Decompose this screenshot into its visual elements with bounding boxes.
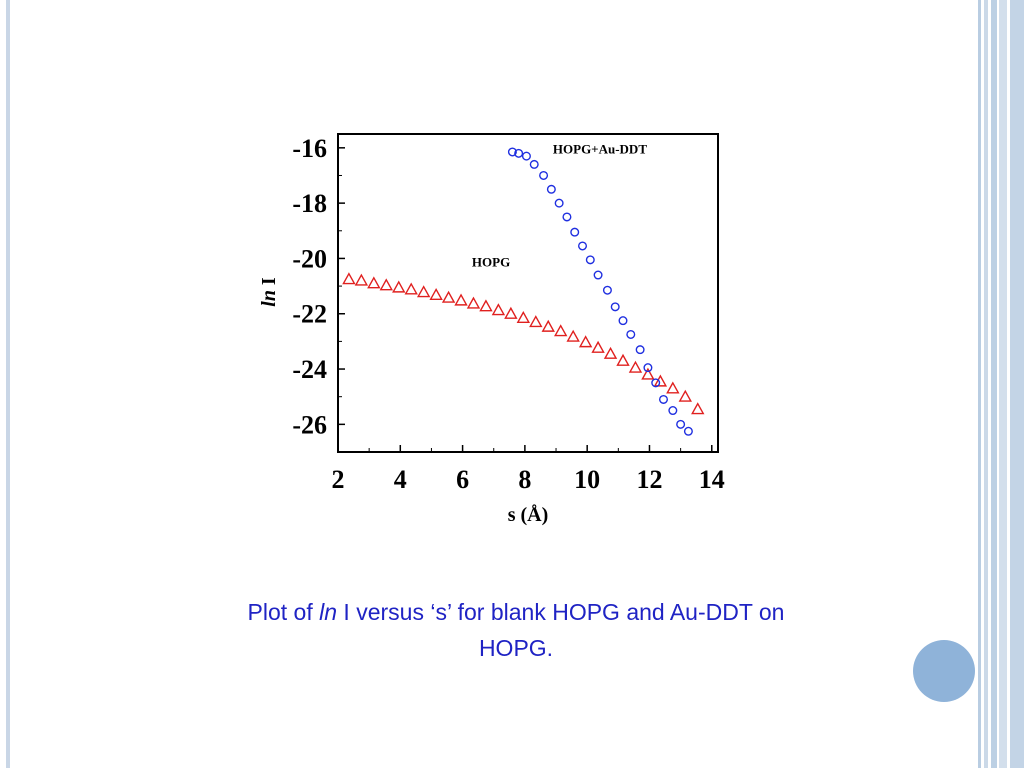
data-point-triangle (641, 367, 655, 380)
data-point-circle (578, 241, 588, 251)
data-point-triangle (616, 353, 630, 366)
data-point-triangle (678, 389, 692, 402)
data-point-circle (514, 148, 524, 158)
x-tick-label: 14 (699, 465, 725, 494)
data-point-triangle (354, 273, 369, 286)
data-point-triangle (653, 374, 668, 387)
annotation-hopg-au-ddt: HOPG+Au-DDT (553, 141, 647, 156)
caption-ln: ln (319, 599, 338, 625)
data-point-circle (683, 426, 693, 436)
x-tick-label: 4 (394, 465, 407, 494)
data-point-circle (529, 159, 539, 169)
x-axis-label: s (Å) (508, 503, 549, 526)
data-point-triangle (628, 360, 643, 373)
data-point-triangle (404, 282, 418, 295)
data-point-triangle (578, 335, 593, 348)
data-point-circle (539, 170, 549, 180)
data-point-circle (507, 147, 517, 157)
data-point-triangle (666, 381, 680, 394)
left-border-rule (6, 0, 10, 768)
data-point-triangle (554, 324, 568, 337)
data-point-triangle (691, 402, 705, 415)
x-tick-label: 2 (332, 465, 345, 494)
x-tick-label: 10 (574, 465, 600, 494)
figure-caption: Plot of ln I versus ‘s’ for blank HOPG a… (214, 594, 818, 666)
right-decor-stripe (1010, 0, 1024, 768)
data-point-triangle (367, 276, 381, 289)
data-point-triangle (491, 303, 506, 316)
data-point-triangle (392, 280, 406, 293)
data-point-circle (554, 198, 564, 208)
data-point-circle (626, 329, 636, 339)
right-decor-stripe (991, 0, 997, 768)
data-point-circle (643, 363, 653, 373)
data-point-circle (618, 316, 628, 326)
data-point-triangle (479, 299, 493, 312)
x-axis: 2 4 6 8 10 12 14 (332, 445, 725, 494)
data-point-triangle (466, 296, 481, 309)
data-point-triangle (504, 306, 518, 319)
data-point-triangle (416, 285, 431, 298)
data-point-circle (585, 255, 595, 265)
decorative-circle (913, 640, 975, 702)
x-tick-label: 6 (456, 465, 469, 494)
data-point-triangle (591, 340, 605, 353)
caption-rest: I versus ‘s’ for blank HOPG and Au-DDT o… (337, 599, 785, 661)
data-point-circle (658, 394, 668, 404)
y-tick-label: -22 (292, 300, 327, 329)
data-point-triangle (429, 287, 443, 301)
data-point-triangle (342, 272, 356, 285)
right-decor-stripe (999, 0, 1007, 768)
y-tick-label: -24 (292, 355, 327, 384)
series-hopg-au-ddt (507, 147, 693, 436)
data-point-triangle (541, 319, 555, 332)
y-axis-label: ln I (258, 277, 280, 307)
x-tick-label: 8 (518, 465, 531, 494)
data-point-triangle (454, 293, 468, 306)
data-point-circle (676, 419, 686, 429)
data-point-circle (521, 151, 531, 161)
data-point-circle (546, 184, 556, 194)
data-point-triangle (441, 290, 456, 303)
caption-prefix: Plot of (247, 599, 320, 625)
data-point-triangle (529, 315, 543, 328)
data-point-triangle (603, 346, 618, 359)
data-point-triangle (516, 310, 531, 323)
data-point-circle (593, 270, 603, 280)
x-tick-label: 12 (636, 465, 662, 494)
series-hopg (342, 272, 705, 415)
right-decor-stripe (984, 0, 988, 768)
data-point-circle (562, 212, 572, 222)
data-point-triangle (566, 329, 580, 342)
data-point-triangle (379, 278, 393, 291)
plot-frame (337, 133, 719, 453)
annotation-hopg: HOPG (472, 255, 510, 270)
y-axis-label-ln: ln (258, 290, 280, 307)
data-point-circle (635, 345, 645, 355)
data-point-circle (602, 285, 612, 295)
data-point-circle (610, 302, 620, 312)
y-tick-label: -18 (292, 189, 327, 218)
data-point-circle (570, 227, 580, 237)
y-axis-label-i: I (258, 277, 280, 290)
data-point-circle (668, 406, 678, 416)
y-tick-label: -16 (292, 134, 327, 163)
y-tick-label: -26 (292, 410, 327, 439)
data-series (342, 147, 705, 436)
data-point-circle (651, 378, 661, 388)
right-decor-stripe (978, 0, 981, 768)
y-axis: -16 -18 -20 -22 -24 -26 (292, 134, 345, 453)
y-tick-label: -20 (292, 244, 327, 273)
